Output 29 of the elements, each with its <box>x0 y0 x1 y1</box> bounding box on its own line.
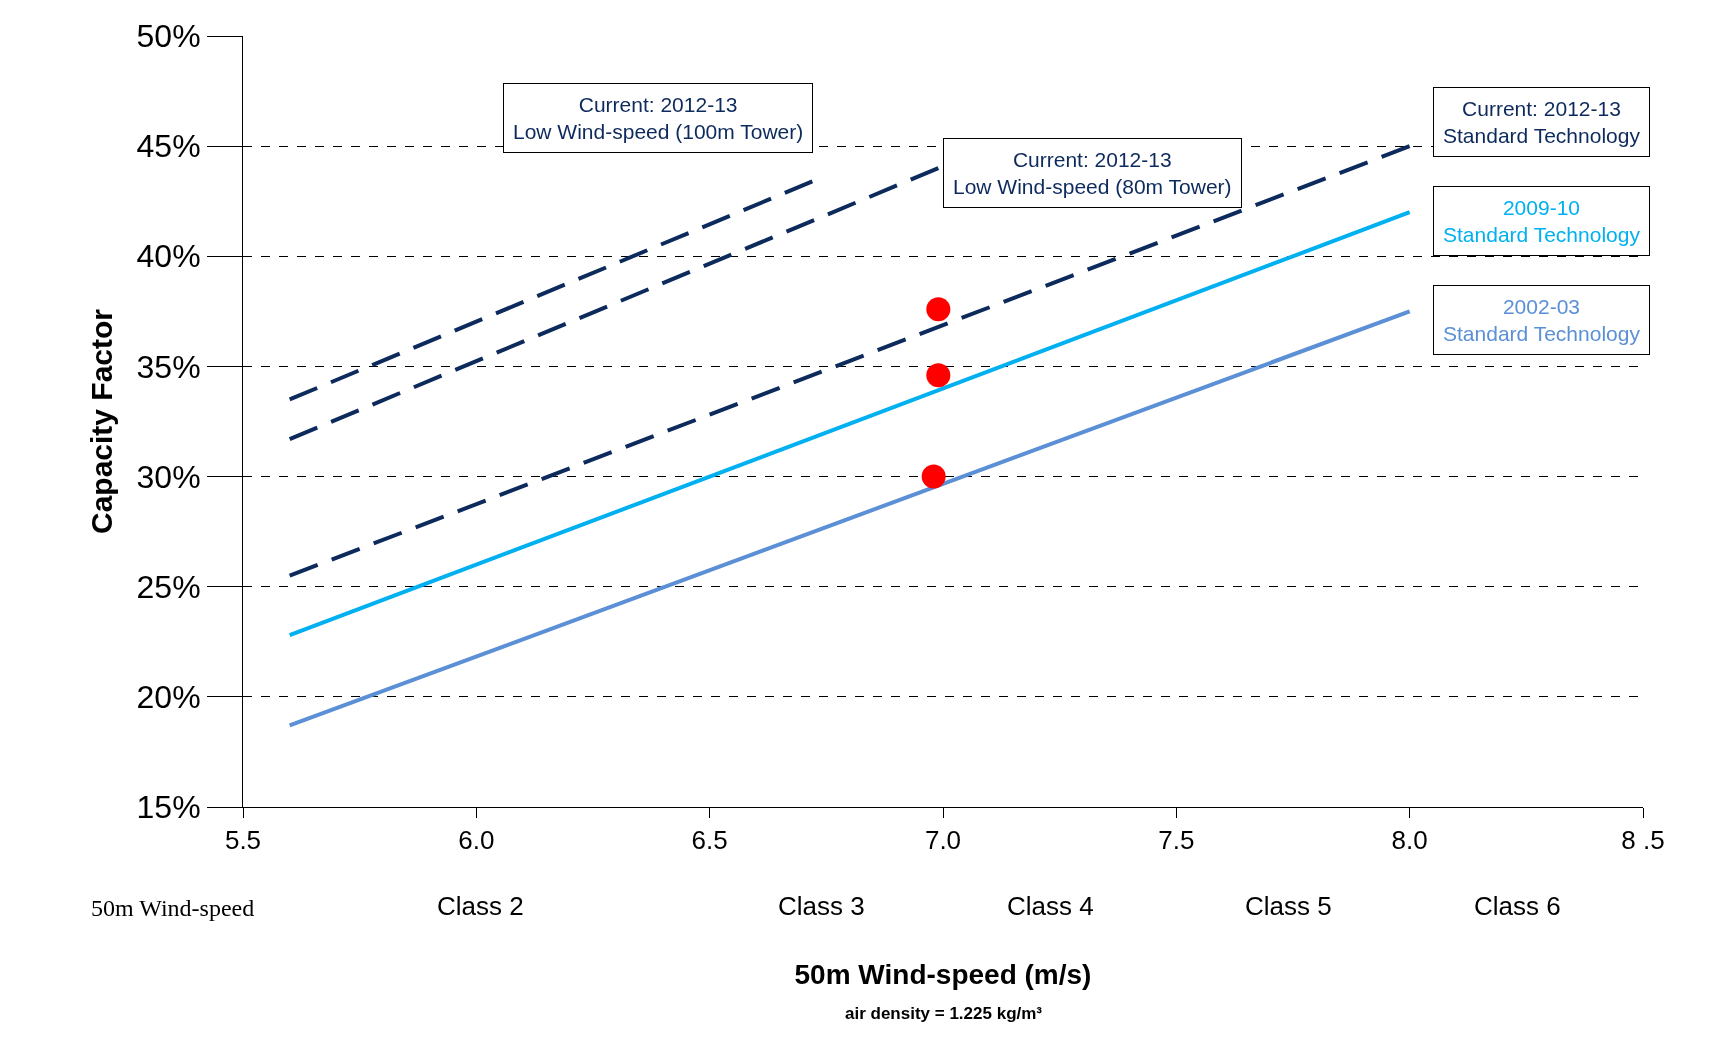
series-label: 2002-03 Standard Technology <box>1443 295 1641 346</box>
x-tick-label: 8.0 <box>1391 825 1428 856</box>
text: Class 3 <box>778 891 865 921</box>
x-tick-label: 5.5 <box>224 825 262 856</box>
series-label: 2009-10 Standard Technology <box>1443 196 1641 247</box>
text: Class 5 <box>1245 891 1332 921</box>
x-tick-label: 8 .5 <box>1621 825 1665 856</box>
y-tick-label: 15% <box>136 789 201 826</box>
series-label: Current: 2012-13 Low Wind-speed (100m Tower) <box>513 93 804 144</box>
x-tick-label: 6.5 <box>691 825 728 856</box>
y-tick-label: 50% <box>136 18 201 55</box>
y-tick-label: 25% <box>136 568 201 605</box>
text: air density = 1.225 kg/m³ <box>845 1004 1043 1023</box>
text: Class 2 <box>437 891 524 921</box>
y-tick-label: 45% <box>136 128 201 165</box>
text: Class 6 <box>1474 891 1561 921</box>
x-axis-title: 50m Wind-speed (m/s) <box>794 959 1092 991</box>
x-tick-label: 6.0 <box>458 825 495 856</box>
x-tick-label: 7.5 <box>1158 825 1195 856</box>
y-tick-label: 35% <box>136 348 201 385</box>
series-label: Current: 2012-13 Standard Technology <box>1443 97 1641 148</box>
y-tick-label: 40% <box>136 238 201 275</box>
series-label: Current: 2012-13 Low Wind-speed (80m Tower) <box>953 148 1232 199</box>
y-tick-label: 30% <box>136 458 201 495</box>
y-axis-title: Capacity Factor <box>84 308 118 535</box>
x-tick-label: 7.0 <box>924 825 962 856</box>
text: 50m Wind-speed <box>91 895 255 921</box>
y-tick-label: 20% <box>136 679 201 716</box>
text: Class 4 <box>1007 891 1094 921</box>
